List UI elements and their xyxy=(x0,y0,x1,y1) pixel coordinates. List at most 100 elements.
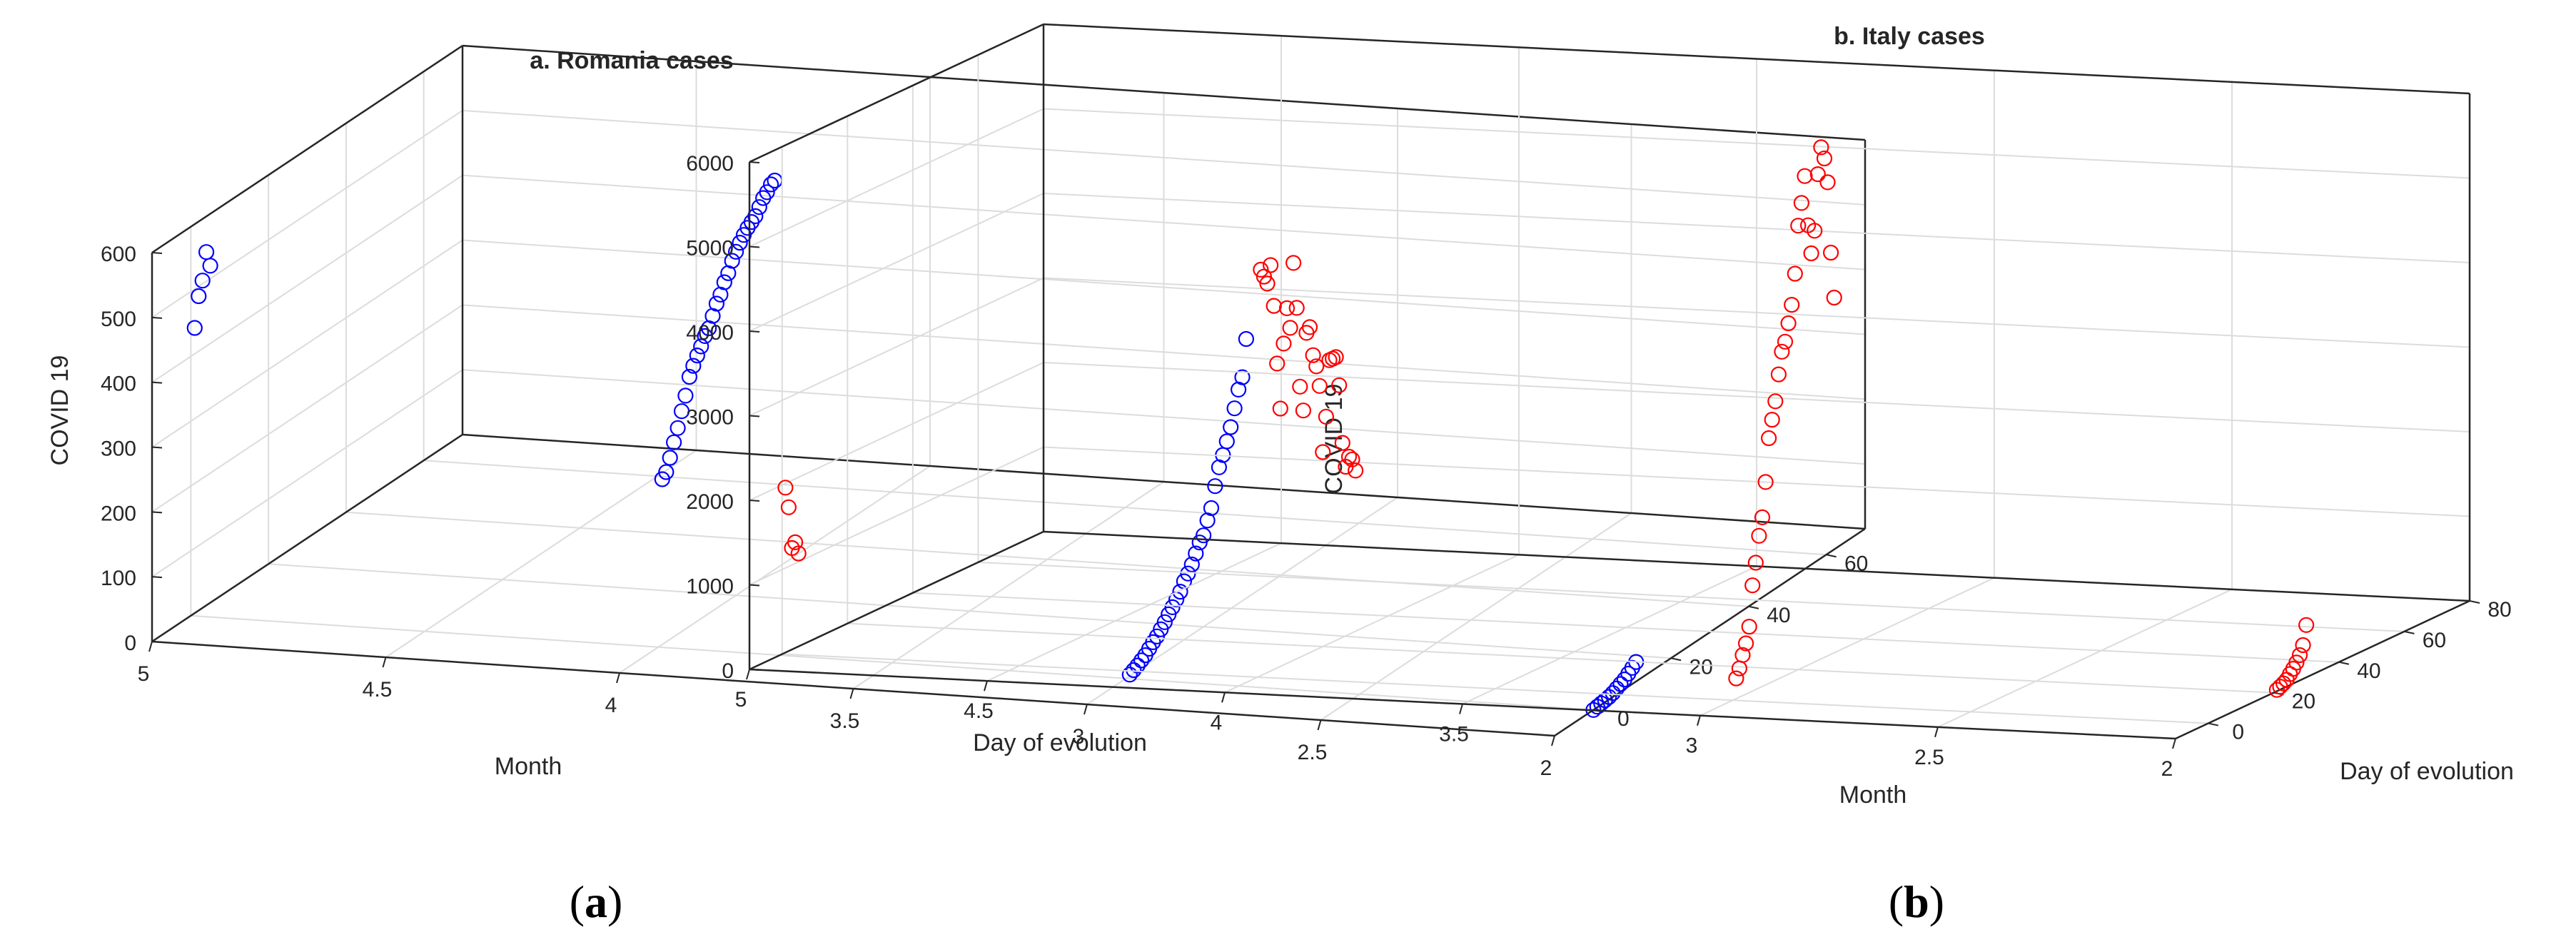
data-point xyxy=(708,295,725,312)
x-axis-label: Month xyxy=(495,753,562,780)
back-grid-z xyxy=(1043,277,2470,348)
data-point xyxy=(1129,657,1146,674)
data-point xyxy=(1347,462,1364,479)
x-tick-label: 4 xyxy=(1211,711,1223,734)
z-tick-mark xyxy=(749,415,760,417)
floor-grid-y xyxy=(847,622,2274,694)
data-point xyxy=(1754,509,1771,526)
data-point xyxy=(1803,245,1819,262)
data-point xyxy=(1156,614,1173,630)
x-tick-label: 5 xyxy=(138,662,150,686)
back-grid-z xyxy=(462,369,1866,465)
data-point xyxy=(1780,315,1797,332)
data-point xyxy=(1608,680,1625,697)
side-grid-z xyxy=(749,277,1044,417)
floor-grid-y xyxy=(423,460,1827,556)
data-point xyxy=(767,172,783,189)
y-tick-label: 20 xyxy=(1689,655,1712,679)
data-point xyxy=(1234,369,1251,385)
z-tick-mark xyxy=(151,446,163,449)
data-point xyxy=(677,388,694,404)
chart-title: b. Italy cases xyxy=(1834,23,1985,50)
data-point xyxy=(1295,402,1312,419)
y-tick-label: 40 xyxy=(2357,659,2380,683)
z-tick-mark xyxy=(749,500,760,502)
z-axis-label: COVID 19 xyxy=(46,355,74,466)
x-tick-mark xyxy=(746,669,750,680)
z-tick-label: 4000 xyxy=(686,321,734,345)
x-tick-mark xyxy=(1934,726,1939,738)
box-edge xyxy=(151,44,463,254)
side-grid-z xyxy=(151,110,463,318)
z-tick-label: 0 xyxy=(124,632,136,655)
data-point xyxy=(665,434,682,450)
y-tick-mark xyxy=(2338,661,2350,665)
data-point xyxy=(1757,474,1774,490)
x-tick-label: 3 xyxy=(1686,734,1698,758)
x-tick-mark xyxy=(1317,719,1322,731)
data-point xyxy=(1605,685,1621,702)
data-point xyxy=(2295,637,2311,654)
z-tick-label: 2000 xyxy=(686,490,734,514)
data-point xyxy=(751,199,767,216)
data-point xyxy=(198,244,215,260)
data-point xyxy=(1787,265,1803,282)
data-point xyxy=(697,328,713,344)
floor-grid-x xyxy=(385,450,697,658)
data-point xyxy=(759,184,775,201)
data-point xyxy=(1734,647,1751,664)
data-point xyxy=(662,450,678,466)
z-tick-label: 5000 xyxy=(686,237,734,260)
data-point xyxy=(732,235,748,251)
z-tick-mark xyxy=(749,161,760,163)
y-tick-label: 80 xyxy=(2487,598,2511,622)
data-point xyxy=(1188,545,1204,562)
data-point xyxy=(1203,500,1220,517)
data-point xyxy=(1253,261,1269,278)
data-point xyxy=(1340,448,1358,465)
chart-title: a. Romania cases xyxy=(530,47,733,74)
x-tick-mark xyxy=(382,657,387,668)
floor-grid-x xyxy=(1699,577,1995,716)
data-point xyxy=(1744,577,1761,594)
floor-grid-x xyxy=(852,481,1165,689)
z-tick-label: 3000 xyxy=(686,406,734,430)
y-tick-mark xyxy=(1826,554,1837,558)
data-point xyxy=(658,464,675,480)
x-tick-mark xyxy=(849,688,854,699)
data-point xyxy=(1819,174,1836,191)
floor-grid-x xyxy=(1224,554,1520,694)
data-point xyxy=(1292,378,1308,395)
x-tick-label: 3 xyxy=(1073,725,1085,749)
floor-grid-y xyxy=(345,511,1749,607)
y-tick-mark xyxy=(2404,630,2415,634)
y-tick-label: 20 xyxy=(2292,690,2315,714)
data-point xyxy=(1764,411,1780,428)
z-tick-label: 400 xyxy=(101,373,136,396)
data-point xyxy=(1282,320,1298,336)
data-point xyxy=(1223,419,1239,435)
data-point xyxy=(1751,527,1767,544)
data-point xyxy=(1331,377,1348,393)
data-point xyxy=(1266,298,1282,314)
data-point xyxy=(1790,218,1807,234)
box-edge xyxy=(749,23,1044,163)
y-tick-label: 0 xyxy=(1617,707,1630,731)
side-grid-z xyxy=(151,304,463,513)
data-point xyxy=(202,258,218,274)
y-tick-label: 60 xyxy=(2423,629,2446,652)
data-point xyxy=(1761,430,1777,447)
z-tick-label: 600 xyxy=(101,243,136,266)
y-tick-label: 0 xyxy=(2232,721,2244,744)
data-point xyxy=(1288,300,1305,316)
data-point xyxy=(747,208,764,224)
x-tick-mark xyxy=(1459,704,1463,714)
data-point xyxy=(1797,168,1813,184)
z-tick-label: 0 xyxy=(722,659,734,683)
x-tick-label: 3.5 xyxy=(1439,723,1469,746)
x-tick-mark xyxy=(1221,692,1226,703)
data-point xyxy=(1816,150,1833,167)
z-tick-label: 100 xyxy=(101,567,136,590)
y-tick-label: 40 xyxy=(1767,604,1790,627)
